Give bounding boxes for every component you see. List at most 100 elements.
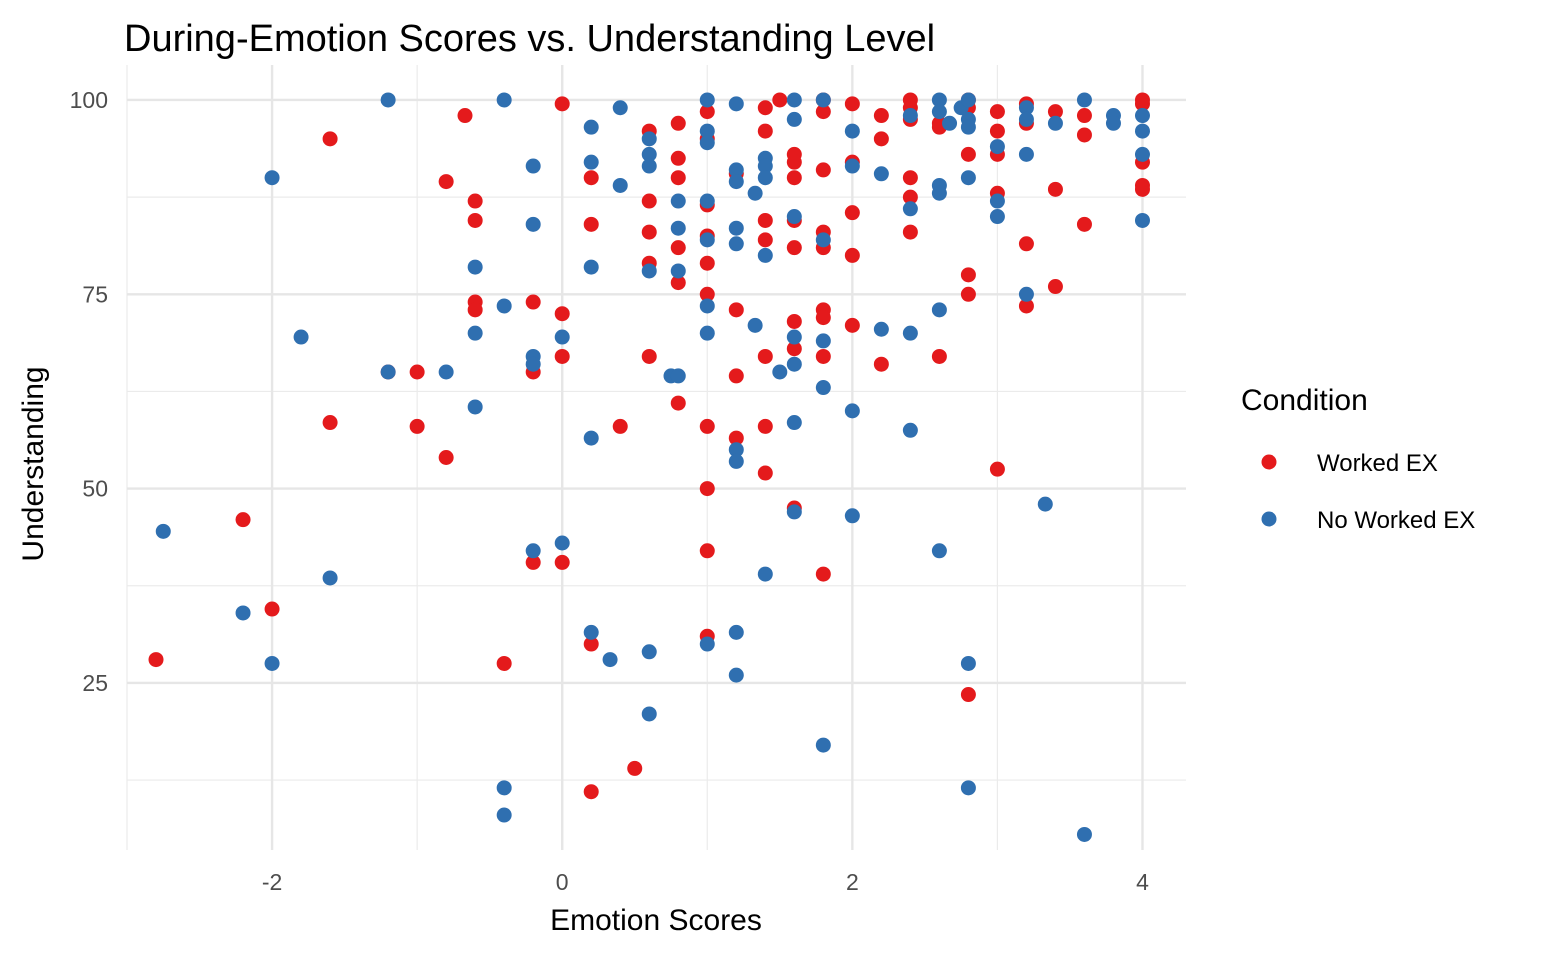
point-worked-ex	[815, 348, 831, 364]
point-no-worked-ex	[931, 185, 947, 201]
point-worked-ex	[641, 348, 657, 364]
point-no-worked-ex	[747, 185, 763, 201]
point-no-worked-ex	[699, 298, 715, 314]
y-axis-title: Understanding	[17, 366, 50, 561]
point-worked-ex	[438, 174, 454, 190]
point-no-worked-ex	[670, 368, 686, 384]
point-no-worked-ex	[583, 624, 599, 640]
point-worked-ex	[1076, 127, 1092, 143]
point-worked-ex	[467, 212, 483, 228]
point-worked-ex	[496, 655, 512, 671]
point-no-worked-ex	[467, 399, 483, 415]
point-no-worked-ex	[554, 535, 570, 551]
point-worked-ex	[322, 415, 338, 431]
point-no-worked-ex	[728, 162, 744, 178]
point-no-worked-ex	[1076, 826, 1092, 842]
x-axis-ticks: -2 0 2 4	[262, 869, 1149, 895]
point-worked-ex	[873, 131, 889, 147]
point-worked-ex	[670, 275, 686, 291]
point-no-worked-ex	[641, 644, 657, 660]
point-worked-ex	[1076, 216, 1092, 232]
point-worked-ex	[902, 189, 918, 205]
legend: Condition Worked EX No Worked EX	[1241, 384, 1475, 534]
point-no-worked-ex	[525, 356, 541, 372]
y-axis-ticks: 25 50 75 100	[70, 87, 108, 696]
point-no-worked-ex	[670, 193, 686, 209]
point-worked-ex	[699, 286, 715, 302]
point-worked-ex	[670, 170, 686, 186]
point-no-worked-ex	[322, 570, 338, 586]
point-worked-ex	[815, 566, 831, 582]
x-tick-label: -2	[262, 869, 282, 895]
point-worked-ex	[1047, 181, 1063, 197]
legend-title: Condition	[1241, 384, 1368, 417]
point-worked-ex	[467, 302, 483, 318]
point-worked-ex	[873, 108, 889, 124]
point-worked-ex	[728, 430, 744, 446]
point-no-worked-ex	[1018, 100, 1034, 116]
major-gridlines	[127, 65, 1186, 850]
point-no-worked-ex	[1037, 496, 1053, 512]
point-no-worked-ex	[1047, 115, 1063, 131]
point-no-worked-ex	[583, 119, 599, 135]
point-worked-ex	[554, 96, 570, 112]
point-no-worked-ex	[641, 146, 657, 162]
point-worked-ex	[960, 286, 976, 302]
point-no-worked-ex	[844, 508, 860, 524]
point-worked-ex	[438, 450, 454, 465]
point-no-worked-ex	[583, 259, 599, 275]
point-worked-ex	[235, 512, 251, 528]
point-worked-ex	[873, 356, 889, 372]
x-tick-label: 0	[556, 869, 569, 895]
point-worked-ex	[699, 481, 715, 497]
point-worked-ex	[670, 115, 686, 131]
point-no-worked-ex	[786, 92, 802, 108]
point-no-worked-ex	[844, 123, 860, 139]
point-no-worked-ex	[612, 100, 628, 116]
point-worked-ex	[1134, 96, 1150, 112]
point-worked-ex	[960, 146, 976, 162]
point-no-worked-ex	[1076, 92, 1092, 108]
point-no-worked-ex	[931, 92, 947, 108]
point-no-worked-ex	[989, 209, 1005, 225]
point-worked-ex	[409, 364, 425, 380]
x-tick-label: 4	[1136, 869, 1149, 895]
point-no-worked-ex	[496, 807, 512, 823]
point-no-worked-ex	[786, 415, 802, 431]
chart-title: During-Emotion Scores vs. Understanding …	[124, 18, 935, 60]
point-worked-ex	[844, 317, 860, 333]
point-worked-ex	[960, 687, 976, 703]
point-worked-ex	[786, 240, 802, 256]
point-worked-ex	[1047, 104, 1063, 120]
point-worked-ex	[612, 418, 628, 434]
point-worked-ex	[786, 170, 802, 186]
point-no-worked-ex	[757, 158, 773, 174]
point-worked-ex	[264, 601, 280, 617]
point-no-worked-ex	[960, 119, 976, 135]
point-no-worked-ex	[757, 170, 773, 186]
point-worked-ex	[728, 302, 744, 318]
point-no-worked-ex	[380, 92, 396, 108]
point-no-worked-ex	[641, 263, 657, 279]
point-worked-ex	[322, 131, 338, 147]
point-no-worked-ex	[525, 216, 541, 232]
point-worked-ex	[772, 92, 788, 108]
point-no-worked-ex	[699, 92, 715, 108]
point-worked-ex	[757, 100, 773, 116]
point-no-worked-ex	[728, 96, 744, 112]
point-worked-ex	[1076, 108, 1092, 124]
point-no-worked-ex	[699, 135, 715, 151]
point-worked-ex	[467, 193, 483, 209]
point-no-worked-ex	[815, 737, 831, 753]
point-worked-ex	[960, 267, 976, 283]
point-no-worked-ex	[902, 108, 918, 124]
point-no-worked-ex	[155, 523, 171, 539]
point-no-worked-ex	[641, 706, 657, 722]
point-no-worked-ex	[728, 220, 744, 236]
point-worked-ex	[931, 348, 947, 364]
point-no-worked-ex	[438, 364, 454, 380]
point-no-worked-ex	[786, 504, 802, 520]
point-no-worked-ex	[728, 236, 744, 252]
minor-gridlines	[126, 65, 1186, 850]
point-worked-ex	[757, 212, 773, 228]
